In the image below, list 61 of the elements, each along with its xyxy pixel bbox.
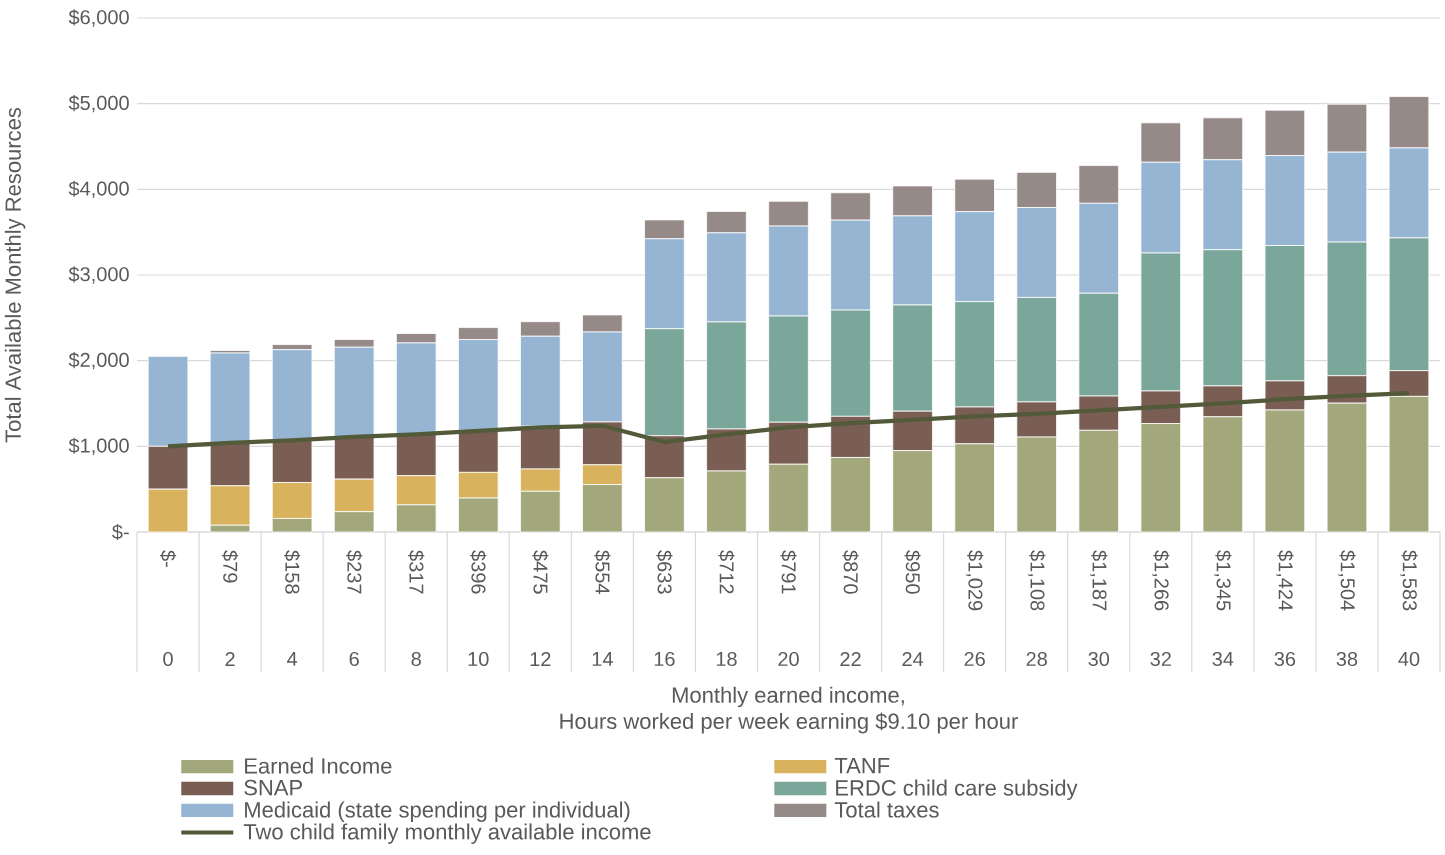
x-axis-title: Monthly earned income,: [672, 686, 904, 708]
x-tick-label: $870: [842, 550, 859, 594]
legend-label: TANF: [834, 757, 890, 774]
text: 26: [964, 651, 985, 667]
y-tick-label: $2,000: [68, 351, 129, 370]
x-tick-label: $396: [470, 550, 487, 594]
x-tick-label: $317: [408, 550, 425, 594]
text: 18: [716, 651, 737, 667]
text: 16: [654, 651, 675, 667]
y-tick-label: $4,000: [68, 180, 129, 198]
x-tick-label: $158: [284, 550, 301, 594]
text: 6: [349, 651, 359, 667]
legend-label: ERDC child care subsidy: [836, 779, 1078, 801]
text: 38: [1336, 651, 1358, 667]
text: 30: [1088, 651, 1110, 667]
x-tick-label: $633: [656, 550, 673, 594]
text: 20: [778, 651, 799, 667]
x-tick-label: $1,424: [1276, 550, 1294, 611]
y-tick-label: $1,000: [68, 437, 129, 455]
text: 12: [530, 652, 551, 666]
x-tick-label: $79: [221, 550, 239, 583]
text: 10: [468, 651, 489, 667]
legend-label: Two child family monthly available income: [243, 823, 651, 844]
text: 24: [902, 652, 924, 666]
text: 32: [1150, 651, 1171, 667]
x-tick-label: $791: [780, 550, 797, 594]
legend-label: SNAP: [244, 779, 303, 796]
text: 34: [1212, 651, 1234, 667]
x-tick-label: $554: [594, 550, 611, 594]
text: 0: [163, 651, 173, 667]
text: 36: [1274, 651, 1296, 667]
y-tick-label: $6,000: [68, 9, 129, 27]
legend-label: Earned Income: [245, 757, 392, 774]
x-tick-label: $1,029: [965, 550, 984, 611]
text: 8: [411, 651, 421, 667]
x-tick-label: $1,266: [1152, 550, 1170, 611]
y-axis-title: Total Available Monthly Resources: [4, 107, 26, 443]
x-tick-label: $237: [346, 550, 363, 594]
text: 28: [1026, 651, 1047, 667]
x-tick-label: $712: [718, 550, 735, 594]
legend-label: Medicaid (state spending per individual): [245, 801, 630, 822]
x-tick-label: $1,108: [1028, 550, 1046, 611]
x-tick-label: $1,345: [1214, 550, 1232, 611]
bar: [209, 352, 251, 444]
y-tick-label: $3,000: [68, 266, 129, 284]
legend-label: Total taxes: [834, 801, 939, 818]
text: 2: [225, 652, 235, 666]
text: 40: [1398, 651, 1420, 667]
line-series: [165, 391, 1412, 449]
x-tick-label: $1,583: [1400, 550, 1418, 611]
x-tick-label: $1,187: [1090, 550, 1108, 611]
text: 22: [840, 652, 861, 666]
x-tick-label: $-: [159, 550, 177, 567]
x-tick-label: $1,504: [1338, 550, 1356, 611]
x-tick-label: $475: [532, 550, 549, 594]
text: 4: [287, 652, 298, 666]
y-tick-label: $-: [112, 523, 129, 541]
y-tick-label: $5,000: [68, 94, 129, 113]
x-tick-label: $950: [904, 550, 921, 594]
text: 14: [592, 652, 613, 666]
text: Hours worked per week earning $9.10 per hour: [560, 712, 1018, 734]
